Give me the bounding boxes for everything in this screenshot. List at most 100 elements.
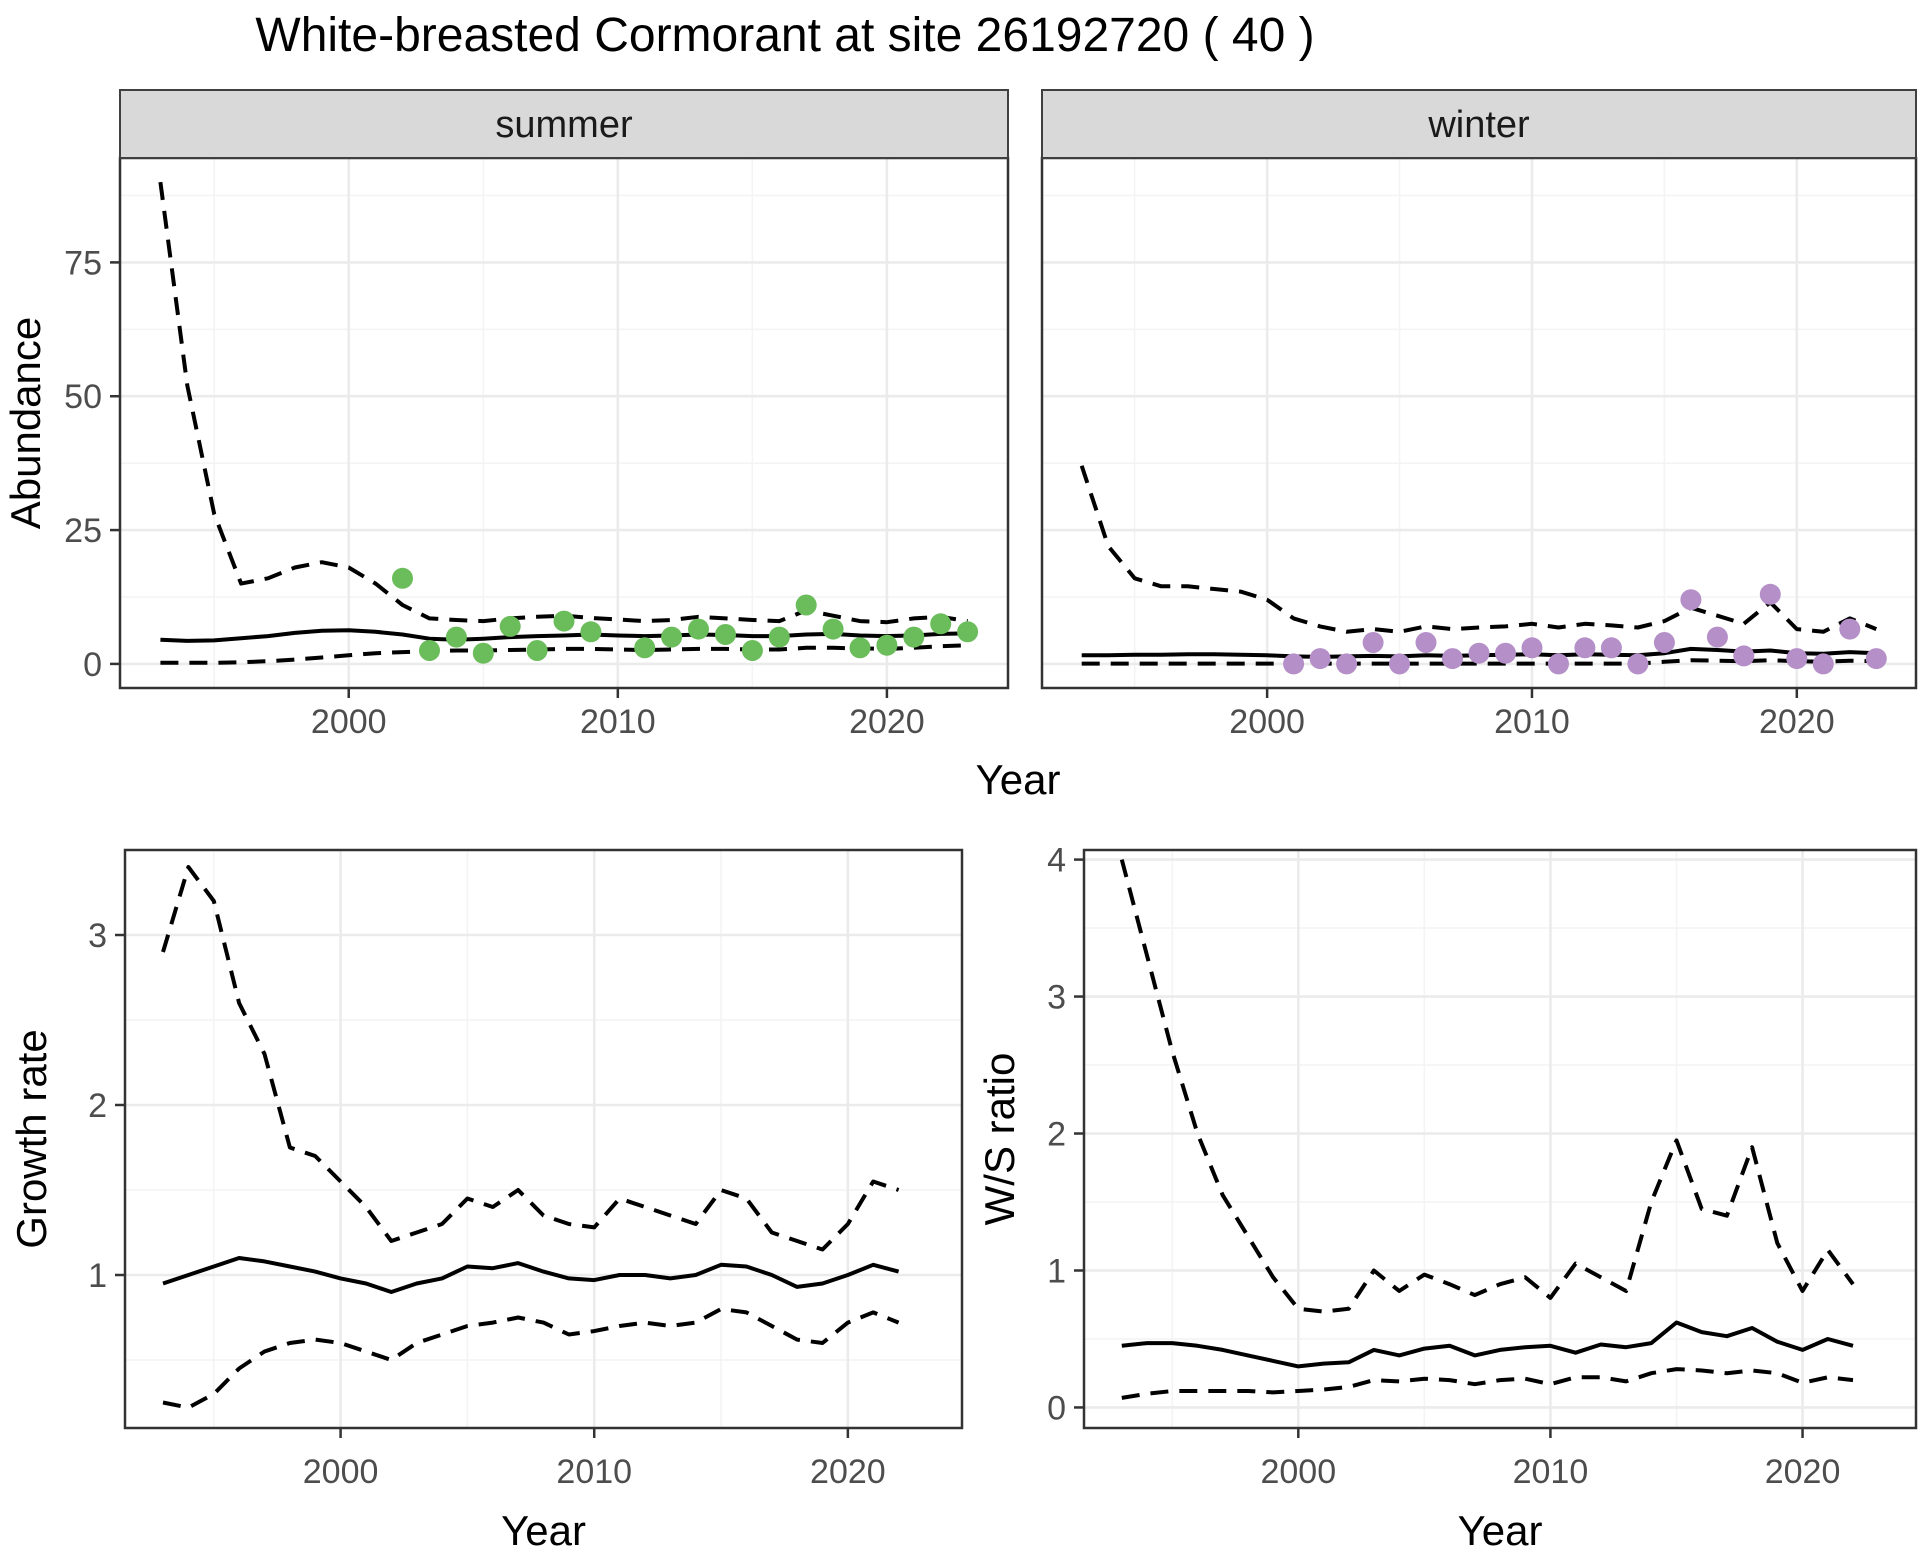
gridlines — [1084, 850, 1916, 1428]
x-tick-label: 2000 — [303, 1453, 379, 1491]
panel-abundance_winter: winter 2000 2010 2020 — [1040, 89, 1918, 741]
data-point — [1389, 653, 1410, 675]
data-point — [553, 610, 575, 632]
data-point — [1627, 653, 1649, 675]
facet-strip-label: summer — [495, 104, 633, 146]
data-point — [1442, 648, 1463, 670]
panel-growth_rate: 2000 2010 2020 1 2 3 Growth rate Year — [8, 848, 964, 1554]
x-tick-label: 2010 — [1494, 703, 1570, 741]
data-point — [1468, 642, 1490, 664]
x-tick-label: 2000 — [1229, 703, 1305, 741]
panel-bg — [1042, 158, 1916, 688]
data-point — [930, 613, 952, 635]
x-tick-label: 2000 — [1260, 1453, 1336, 1491]
data-point — [1548, 653, 1569, 675]
panel-abundance_summer: summer 2000 2010 2020 0 25 50 75 — [64, 89, 1010, 741]
x-tick-label: 2020 — [1765, 1453, 1841, 1491]
panel-bg — [125, 850, 962, 1428]
data-point — [1706, 626, 1728, 648]
data-point — [1600, 637, 1622, 659]
data-point — [1283, 653, 1305, 675]
data-point — [1680, 589, 1702, 611]
x-tick-label: 2010 — [580, 703, 656, 741]
data-point — [1839, 618, 1861, 640]
figure-title: White-breasted Cormorant at site 2619272… — [255, 9, 1315, 62]
data-point — [1786, 648, 1808, 670]
y-tick-label: 0 — [1047, 1389, 1066, 1427]
y-tick-label: 75 — [64, 244, 102, 282]
x-axis-title-top: Year — [976, 756, 1061, 803]
gridlines — [120, 158, 1008, 688]
data-point — [1733, 645, 1755, 667]
data-point — [795, 594, 817, 616]
data-point — [1574, 637, 1596, 659]
x-tick-label: 2010 — [556, 1453, 632, 1491]
line-layer — [161, 865, 900, 1410]
fit-line — [162, 1256, 900, 1294]
data-point — [741, 640, 763, 661]
data-point — [688, 618, 709, 640]
panel-border — [1082, 848, 1918, 1430]
data-point — [1309, 648, 1331, 670]
data-point — [1362, 632, 1384, 653]
y-tick-label: 25 — [64, 512, 102, 550]
upper_ci-line — [1119, 859, 1855, 1314]
upper_ci-line — [1079, 465, 1878, 634]
x-tick-label: 2010 — [1513, 1453, 1589, 1491]
facet-strip-winter — [1041, 89, 1917, 159]
facet-strip-summer — [119, 89, 1009, 159]
lower_ci-line — [1081, 658, 1877, 666]
data-point — [499, 615, 521, 637]
line-layer — [1119, 859, 1855, 1400]
upper_ci-line — [161, 865, 900, 1252]
gridlines — [125, 850, 962, 1428]
fit-line — [1121, 1320, 1854, 1369]
data-point — [822, 618, 844, 640]
y-axis-title-abundance: Abundance — [2, 317, 49, 530]
data-point — [1336, 653, 1358, 675]
data-point — [445, 626, 467, 648]
points-abundance_winter — [1283, 583, 1887, 675]
lower_ci-line — [1121, 1367, 1854, 1400]
y-tick-label: 2 — [1047, 1116, 1066, 1154]
y-tick-label: 1 — [1047, 1252, 1066, 1290]
data-point — [1865, 648, 1887, 670]
y-tick-label: 3 — [88, 917, 107, 955]
data-point — [1812, 653, 1834, 675]
data-point — [903, 626, 925, 648]
data-point — [1759, 583, 1781, 605]
x-tick-label: 2020 — [810, 1453, 886, 1491]
y-tick-label: 3 — [1047, 979, 1066, 1017]
data-point — [715, 624, 736, 645]
facet-strip-label: winter — [1427, 104, 1530, 146]
y-tick-label: 50 — [64, 378, 102, 416]
data-point — [661, 626, 683, 648]
lower_ci-line — [160, 643, 968, 665]
data-point — [1521, 637, 1543, 659]
data-point — [634, 637, 656, 659]
panel-bg — [120, 158, 1008, 688]
x-tick-label: 2000 — [311, 703, 387, 741]
x-axis-title: Year — [1458, 1507, 1543, 1554]
data-point — [768, 626, 790, 648]
data-point — [849, 637, 871, 659]
upper_ci-line — [158, 181, 968, 625]
points-abundance_summer — [392, 567, 979, 664]
data-point — [392, 567, 413, 589]
y-tick-label: 4 — [1047, 842, 1066, 880]
y-axis-title: Growth rate — [8, 1029, 55, 1248]
panel-border — [123, 848, 964, 1430]
data-point — [419, 640, 440, 661]
y-tick-label: 2 — [88, 1087, 107, 1125]
data-point — [1495, 642, 1516, 664]
panel-ws_ratio: 2000 2010 2020 0 1 2 3 4 W/S ratio Year — [976, 842, 1918, 1554]
data-point — [580, 621, 602, 643]
y-axis-title: W/S ratio — [976, 1053, 1023, 1226]
panel-bg — [1084, 850, 1916, 1428]
y-tick-label: 1 — [88, 1257, 107, 1295]
data-point — [957, 621, 979, 643]
x-tick-label: 2020 — [1759, 703, 1835, 741]
data-point — [1415, 632, 1437, 653]
